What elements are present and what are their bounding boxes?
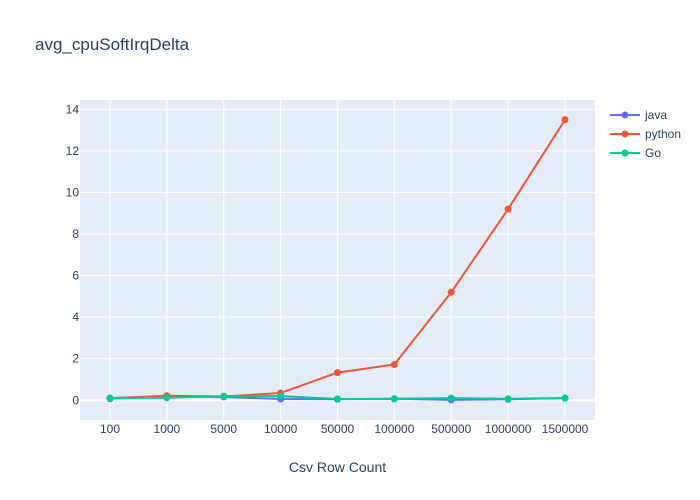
y-tick-label: 0	[72, 393, 79, 407]
x-axis-ticks: 100 1000 5000 10000 50000 100000 500000 1000000…	[100, 422, 589, 436]
x-axis-title: Csv Row Count	[289, 459, 386, 475]
x-tick-label: 10000	[264, 422, 298, 436]
legend-item-python[interactable]: python	[610, 127, 681, 141]
legend-marker-swatch	[621, 130, 629, 138]
data-point-go[interactable]	[504, 395, 512, 403]
y-axis-ticks: 0 2 4 6 8 10 12 14	[66, 102, 80, 407]
y-tick-label: 10	[66, 185, 80, 199]
legend-label: Go	[645, 146, 661, 160]
y-tick-label: 4	[72, 310, 79, 324]
x-tick-label: 1000000	[485, 422, 532, 436]
data-point-python[interactable]	[504, 205, 512, 213]
x-tick-label: 100000	[374, 422, 414, 436]
legend[interactable]: java python Go	[610, 108, 681, 160]
grid-lines	[80, 100, 595, 420]
x-tick-label: 5000	[210, 422, 237, 436]
data-point-go[interactable]	[447, 394, 455, 402]
x-tick-label: 1000	[154, 422, 181, 436]
data-point-go[interactable]	[220, 392, 228, 400]
data-point-python[interactable]	[334, 369, 341, 377]
data-point-go[interactable]	[277, 392, 285, 400]
legend-label: java	[644, 108, 667, 122]
x-tick-label: 50000	[321, 422, 355, 436]
series-layer	[106, 116, 569, 404]
legend-label: python	[645, 127, 681, 141]
legend-marker-swatch	[621, 111, 629, 119]
legend-item-go[interactable]: Go	[610, 146, 661, 160]
data-point-python[interactable]	[390, 361, 398, 369]
data-point-python[interactable]	[561, 116, 569, 124]
y-tick-label: 8	[72, 227, 79, 241]
data-point-python[interactable]	[447, 288, 455, 296]
y-tick-label: 14	[66, 102, 80, 116]
x-tick-label: 1500000	[542, 422, 589, 436]
data-point-go[interactable]	[390, 395, 398, 403]
y-tick-label: 12	[66, 144, 80, 158]
y-tick-label: 2	[72, 352, 79, 366]
x-tick-label: 100	[100, 422, 120, 436]
data-point-go[interactable]	[334, 395, 341, 403]
y-tick-label: 6	[72, 269, 79, 283]
x-tick-label: 500000	[431, 422, 471, 436]
data-point-go[interactable]	[163, 394, 171, 402]
chart-title: avg_cpuSoftIrqDelta	[35, 35, 190, 54]
data-point-go[interactable]	[106, 394, 114, 402]
legend-marker-swatch	[621, 149, 629, 157]
data-point-go[interactable]	[561, 394, 569, 402]
legend-item-java[interactable]: java	[610, 108, 667, 122]
